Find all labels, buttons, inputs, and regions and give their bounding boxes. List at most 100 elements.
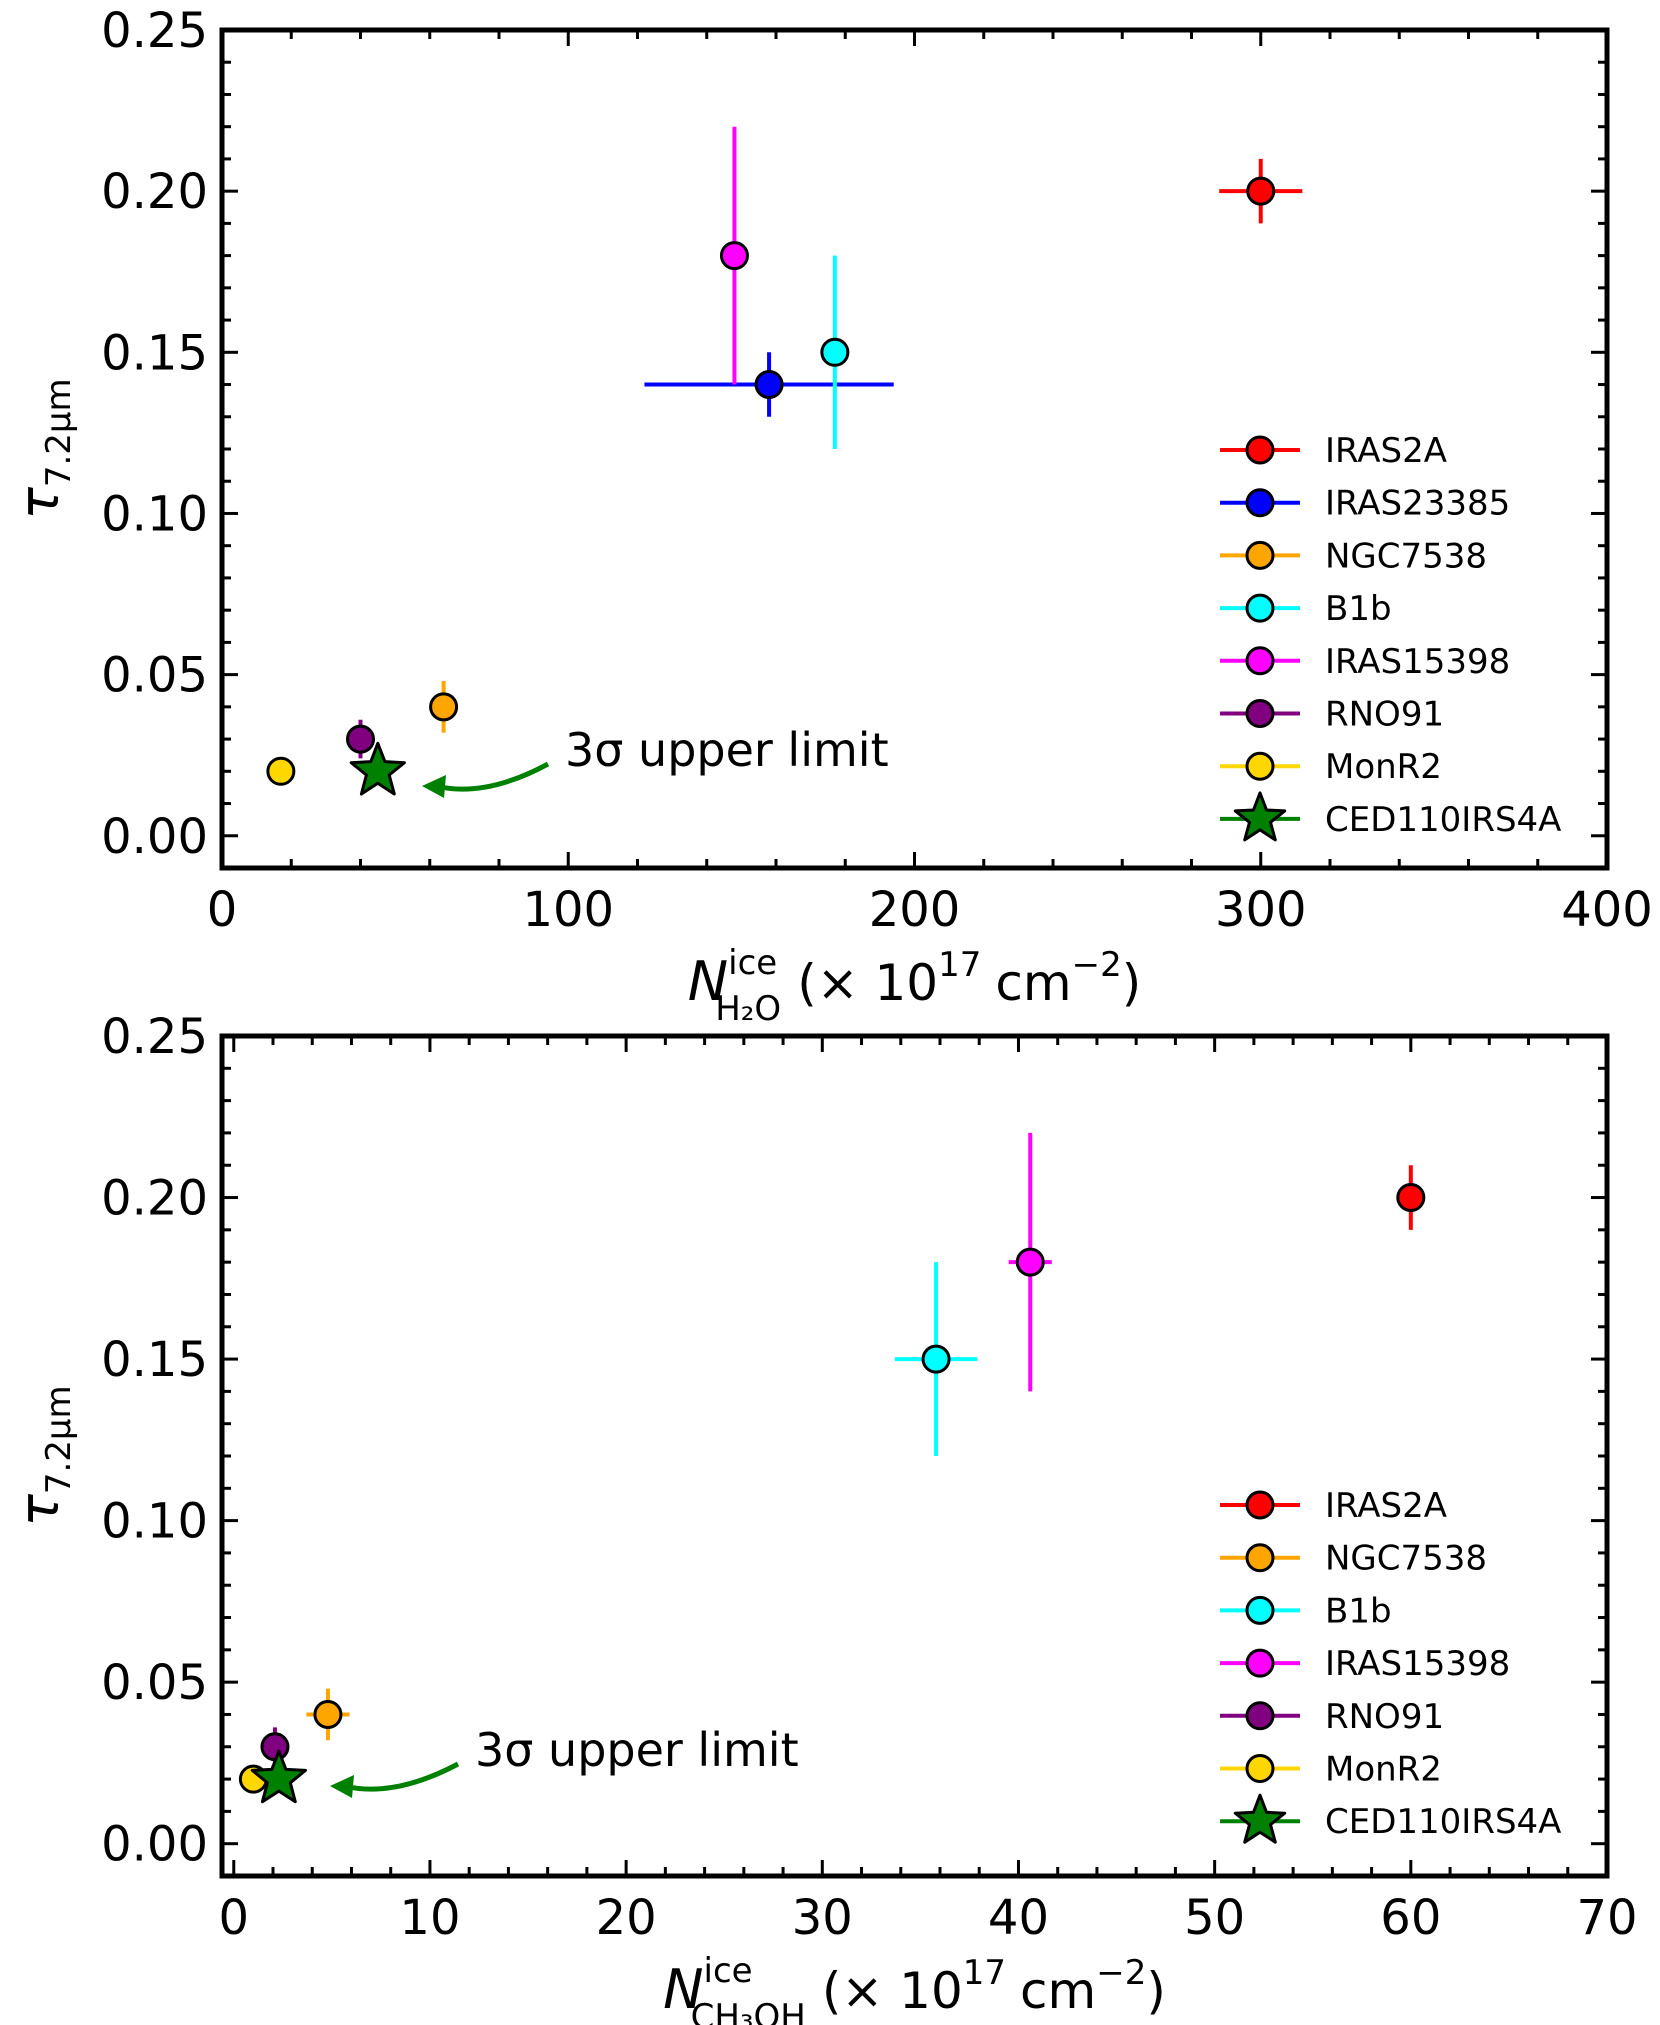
legend-marker xyxy=(1245,488,1275,518)
legend: IRAS2A IRAS23385 NGC7538 B1b IRAS15398 RNO91 M… xyxy=(1220,431,1561,842)
legend-label: RNO91 xyxy=(1325,695,1444,735)
x-axis-exponent: 17 xyxy=(963,1953,1006,1993)
legend-label: MonR2 xyxy=(1325,1750,1442,1790)
data-point xyxy=(313,1699,343,1729)
legend-marker xyxy=(1245,1754,1275,1783)
y-axis-symbol: τ xyxy=(8,1494,71,1527)
x-axis-label: Nice CH₃OH (× 1017 cm−2) xyxy=(663,1951,1166,2025)
legend-label: IRAS2A xyxy=(1325,431,1447,471)
x-tick-label: 400 xyxy=(1561,882,1653,938)
legend-label: NGC7538 xyxy=(1325,536,1487,576)
y-tick-label: 0.25 xyxy=(101,1009,208,1065)
legend-marker xyxy=(1245,1595,1275,1625)
x-tick-label: 100 xyxy=(522,882,614,938)
x-tick-label: 10 xyxy=(399,1890,460,1946)
legend: IRAS2A NGC7538 B1b IRAS15398 RNO91 MonR2 CED11… xyxy=(1220,1486,1561,1844)
x-axis-subscript: CH₃OH xyxy=(691,1997,806,2025)
legend-marker xyxy=(1245,1648,1275,1678)
y-axis-subscript: 7.2μm xyxy=(39,1385,79,1494)
annotation-arrow xyxy=(343,1761,460,1792)
x-axis-unit: ) xyxy=(1146,1962,1166,2020)
legend-marker xyxy=(1245,751,1275,781)
y-tick-label: 0.10 xyxy=(101,486,208,542)
y-tick-label: 0.15 xyxy=(101,325,208,381)
y-axis-subscript: 7.2μm xyxy=(39,378,79,487)
y-tick-label: 0.05 xyxy=(101,648,208,704)
x-axis-symbol: N xyxy=(663,1958,703,2021)
data-points xyxy=(266,126,1303,796)
x-tick-label: 300 xyxy=(1215,882,1307,938)
legend-star-marker xyxy=(1233,1793,1287,1844)
chart-panel-1: 0 100 200 300 400 0.00 0.05 0.10 0.15 0.20 0.25 Nic… xyxy=(8,3,1653,1029)
data-point-star xyxy=(349,741,406,796)
annotation: 3σ upper limit xyxy=(422,723,889,798)
legend-label: IRAS2A xyxy=(1325,1486,1447,1526)
y-tick-label: 0.10 xyxy=(101,1494,208,1550)
data-point xyxy=(266,756,296,786)
annotation: 3σ upper limit xyxy=(330,1723,799,1798)
data-point xyxy=(921,1344,951,1374)
x-tick-label: 50 xyxy=(1184,1890,1245,1946)
y-axis-symbol: τ xyxy=(8,487,71,520)
data-point xyxy=(260,1732,290,1762)
x-tick-label: 60 xyxy=(1380,1890,1441,1946)
annotation-arrowhead xyxy=(330,1775,354,1798)
x-tick-label: 40 xyxy=(988,1890,1049,1946)
y-tick-label: 0.00 xyxy=(101,809,208,865)
legend-label: IRAS15398 xyxy=(1325,642,1510,682)
legend-marker xyxy=(1245,540,1275,570)
data-point xyxy=(429,692,459,722)
annotation-text: 3σ upper limit xyxy=(565,723,889,777)
y-tick-label: 0.20 xyxy=(101,164,208,220)
y-tick-label: 0.20 xyxy=(101,1171,208,1227)
x-axis-unit: cm xyxy=(1020,1962,1096,2020)
x-axis-superscript: ice xyxy=(728,943,777,983)
x-tick-label: 30 xyxy=(792,1890,853,1946)
y-tick-label: 0.25 xyxy=(101,3,208,59)
y-tick-label: 0.15 xyxy=(101,1332,208,1388)
data-point xyxy=(1396,1183,1426,1213)
data-point xyxy=(754,370,784,400)
x-axis-unit: cm xyxy=(995,954,1071,1012)
x-axis-superscript: ice xyxy=(704,1951,753,1991)
x-axis-subscript: H₂O xyxy=(715,989,781,1029)
annotation-arrow xyxy=(435,761,550,792)
legend-marker xyxy=(1245,1701,1275,1731)
data-point xyxy=(719,241,749,271)
x-axis-exponent: 17 xyxy=(938,945,981,985)
legend-label: RNO91 xyxy=(1325,1697,1444,1737)
annotation-text: 3σ upper limit xyxy=(475,1723,799,1777)
legend-label: B1b xyxy=(1325,1591,1392,1631)
axis-ticks xyxy=(222,1034,1609,1878)
x-tick-label: 20 xyxy=(596,1890,657,1946)
data-point xyxy=(820,337,850,367)
x-axis-symbol: N xyxy=(688,950,728,1013)
legend-marker xyxy=(1245,1490,1275,1520)
x-axis-unit: ) xyxy=(1122,954,1142,1012)
axis-ticks xyxy=(220,28,1609,870)
legend-label: MonR2 xyxy=(1325,747,1442,787)
legend-label: IRAS15398 xyxy=(1325,1644,1510,1684)
y-axis-label: τ7.2μm xyxy=(8,378,79,519)
data-point xyxy=(346,724,375,754)
legend-marker xyxy=(1245,1543,1275,1573)
legend-label: NGC7538 xyxy=(1325,1539,1487,1579)
data-points xyxy=(238,1132,1426,1804)
legend-label: CED110IRS4A xyxy=(1325,1802,1561,1842)
x-tick-label: 0 xyxy=(207,882,238,938)
data-point xyxy=(1246,176,1276,206)
annotation-arrowhead xyxy=(422,775,446,798)
x-axis-exponent: −2 xyxy=(1072,945,1122,985)
data-point xyxy=(1015,1247,1045,1277)
chart-panel-2: 0 10 20 30 40 50 60 70 0.00 0.05 0.10 0.15 0.20 0.25 N… xyxy=(8,1009,1638,2025)
legend-marker xyxy=(1245,593,1275,623)
y-tick-label: 0.05 xyxy=(101,1655,208,1711)
data-point-star xyxy=(250,1749,307,1804)
legend-marker xyxy=(1245,699,1275,728)
legend-label: IRAS23385 xyxy=(1325,484,1510,524)
x-axis-unit: (× 10 xyxy=(797,954,938,1012)
y-axis-label: τ7.2μm xyxy=(8,1385,79,1526)
x-axis-exponent: −2 xyxy=(1096,1953,1146,1993)
x-tick-label: 0 xyxy=(218,1890,249,1946)
